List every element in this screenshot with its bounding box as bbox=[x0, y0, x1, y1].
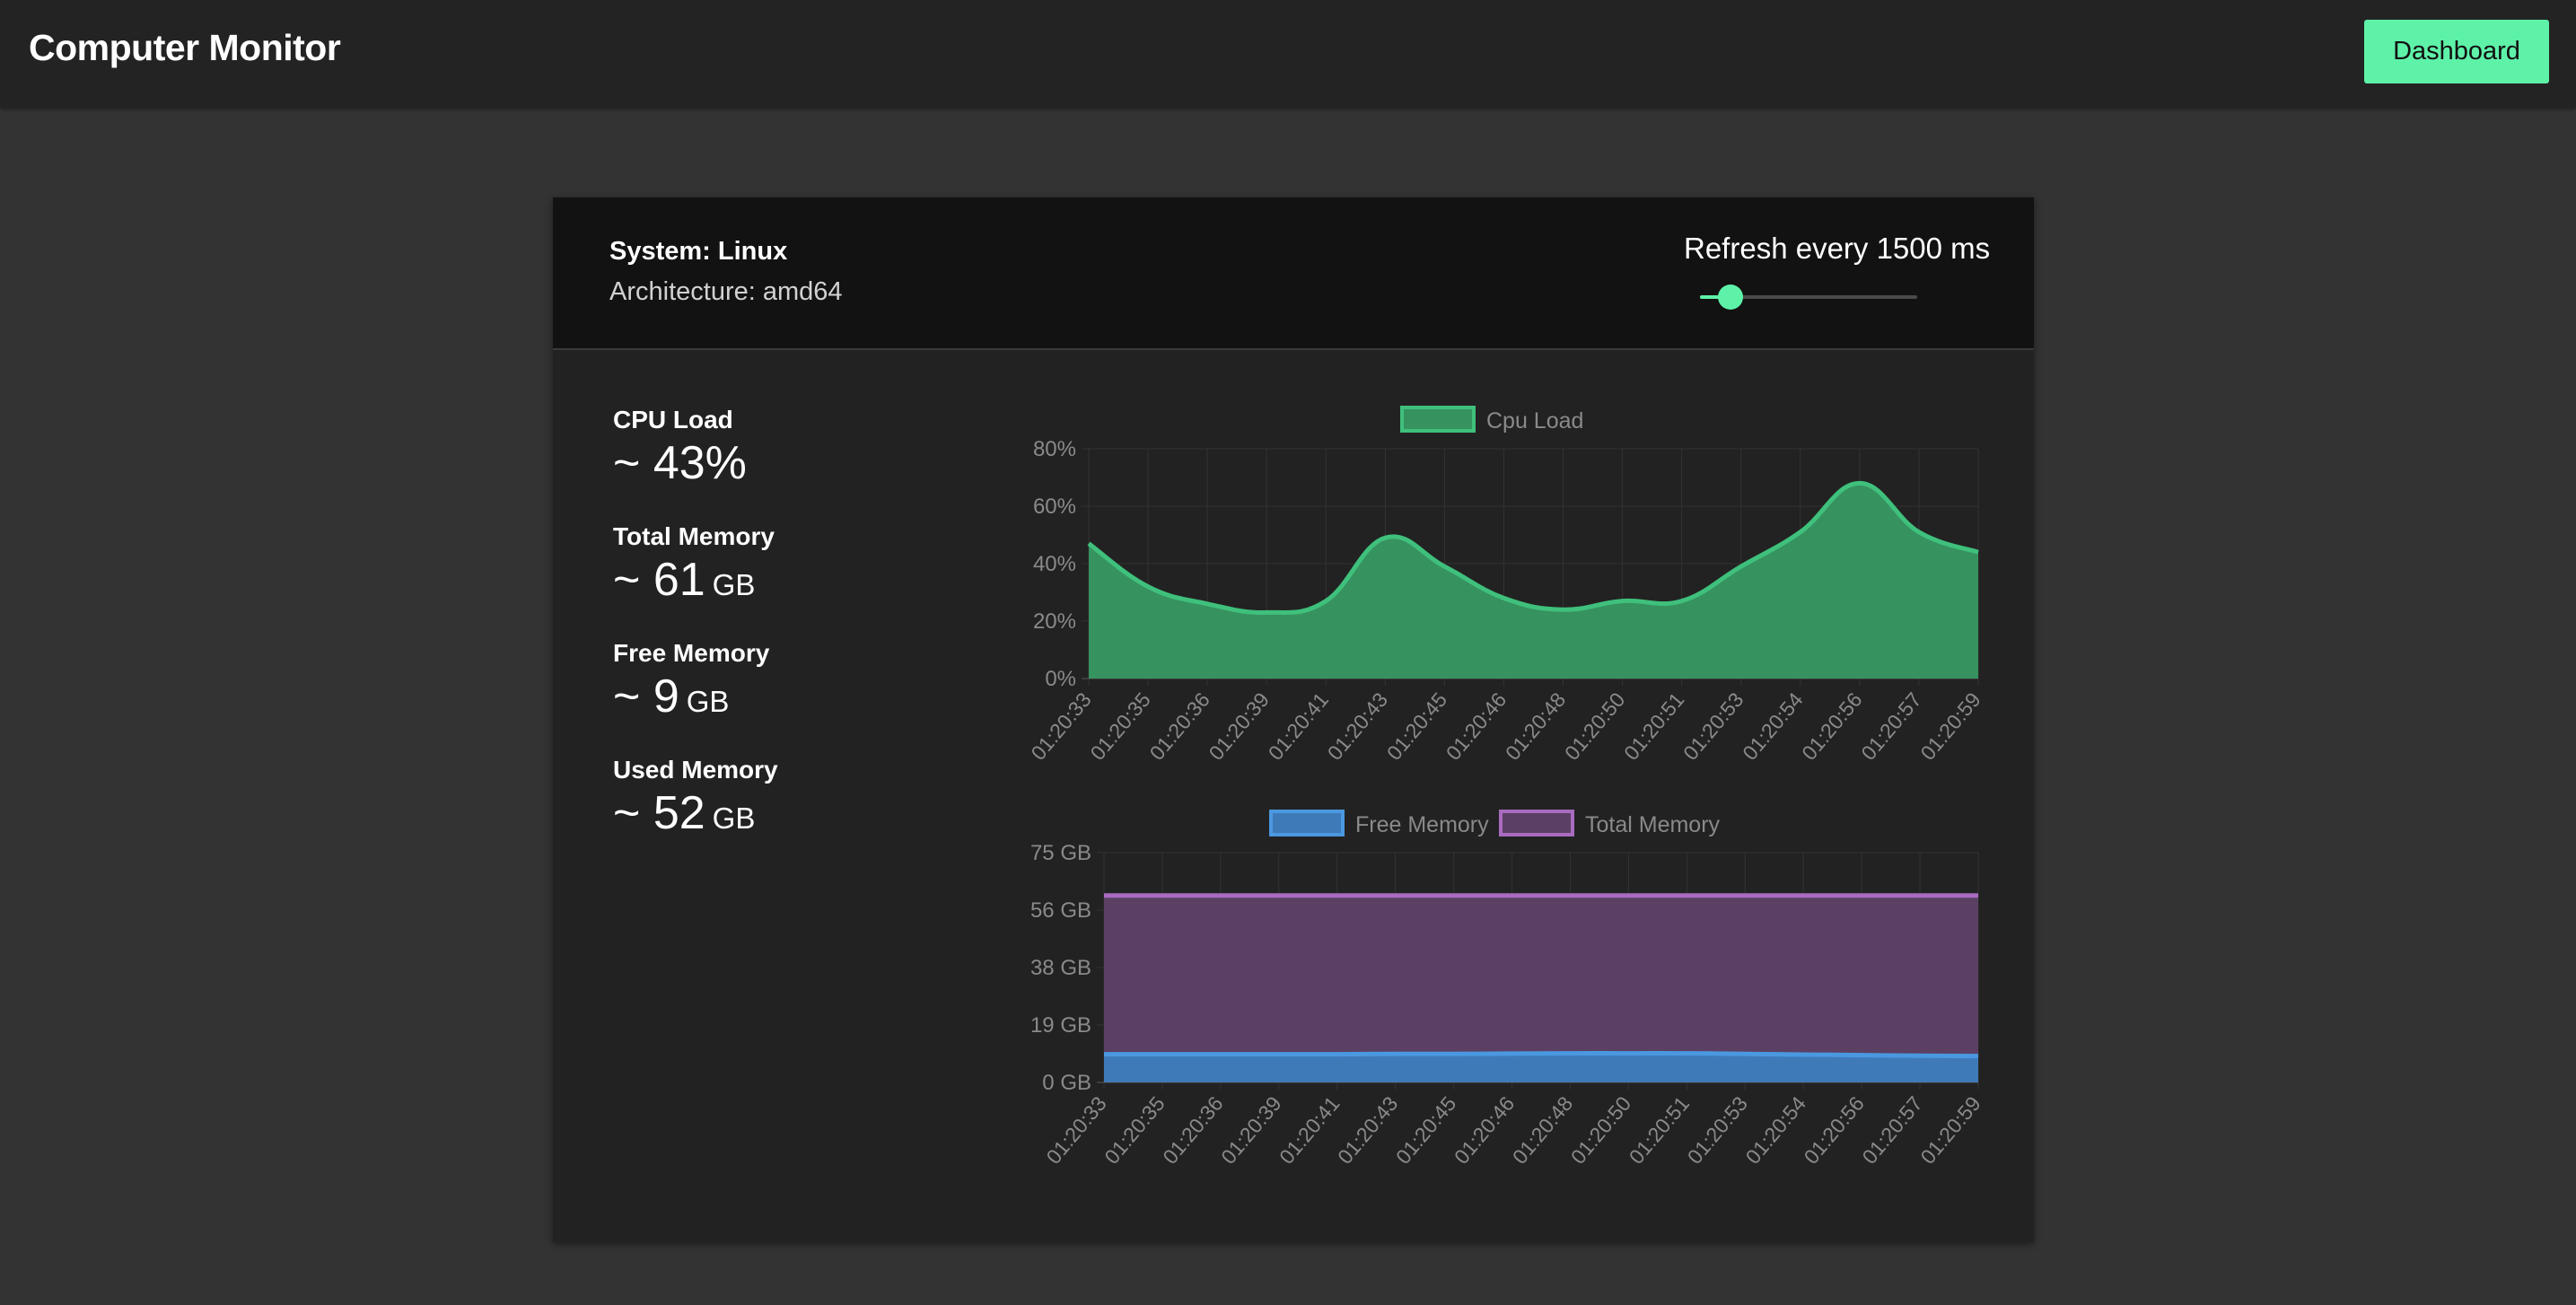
slider-fill bbox=[1700, 295, 1730, 299]
x-tick-label: 01:20:56 bbox=[1799, 1092, 1868, 1169]
series-line-free-memory bbox=[1104, 1051, 1979, 1059]
top-navbar: Computer Monitor Dashboard bbox=[0, 0, 2576, 108]
y-tick-label: 80% bbox=[1033, 437, 1076, 461]
x-tick-label: 01:20:41 bbox=[1275, 1092, 1344, 1169]
x-tick-label: 01:20:36 bbox=[1144, 688, 1214, 765]
y-tick-label: 38 GB bbox=[1030, 956, 1091, 980]
x-tick-label: 01:20:46 bbox=[1441, 688, 1511, 765]
x-tick-label: 01:20:43 bbox=[1333, 1092, 1402, 1169]
stat-total-memory: Total Memory ~ 61 GB bbox=[613, 522, 775, 607]
x-tick-label: 01:20:53 bbox=[1678, 688, 1748, 765]
x-tick-label: 01:20:56 bbox=[1797, 688, 1866, 765]
series-area-total-memory bbox=[1104, 895, 1978, 1082]
x-tick-label: 01:20:48 bbox=[1501, 688, 1570, 765]
card-header: System: Linux Architecture: amd64 Refres… bbox=[553, 197, 2034, 350]
y-tick-label: 60% bbox=[1033, 495, 1076, 519]
legend-label: Cpu Load bbox=[1486, 408, 1583, 434]
slider-track[interactable] bbox=[1700, 295, 1917, 299]
stat-cpu-load: CPU Load ~ 43% bbox=[613, 406, 747, 490]
stat-label: CPU Load bbox=[613, 406, 733, 434]
x-tick-label: 01:20:35 bbox=[1100, 1092, 1169, 1169]
x-tick-label: 01:20:57 bbox=[1856, 688, 1925, 765]
legend-label: Free Memory bbox=[1355, 812, 1489, 837]
stat-free-memory: Free Memory ~ 9 GB bbox=[613, 639, 769, 723]
x-tick-label: 01:20:39 bbox=[1205, 688, 1274, 765]
y-tick-label: 19 GB bbox=[1030, 1013, 1091, 1038]
legend-swatch bbox=[1499, 810, 1574, 836]
stat-value: ~ 43% bbox=[613, 437, 747, 489]
x-tick-label: 01:20:39 bbox=[1216, 1092, 1285, 1169]
refresh-label: Refresh every 1500 ms bbox=[1684, 232, 1991, 265]
x-tick-label: 01:20:45 bbox=[1391, 1092, 1460, 1169]
x-tick-label: 01:20:46 bbox=[1450, 1092, 1519, 1169]
stat-value: ~ 52 GB bbox=[613, 787, 756, 839]
legend-swatch bbox=[1400, 406, 1476, 433]
x-tick-label: 01:20:51 bbox=[1619, 688, 1688, 765]
cpu-chart-group: 80%60%40%20%0%01:20:3301:20:3501:20:3601… bbox=[1026, 406, 1985, 765]
legend-label: Total Memory bbox=[1585, 812, 1721, 837]
x-tick-label: 01:20:54 bbox=[1738, 688, 1808, 764]
x-tick-label: 01:20:43 bbox=[1323, 688, 1392, 765]
stat-value: ~ 9 GB bbox=[613, 670, 730, 723]
x-tick-label: 01:20:48 bbox=[1508, 1092, 1577, 1169]
x-tick-label: 01:20:54 bbox=[1741, 1091, 1811, 1168]
stat-value: ~ 61 GB bbox=[613, 554, 756, 606]
y-tick-label: 20% bbox=[1033, 609, 1076, 634]
x-tick-label: 01:20:59 bbox=[1915, 688, 1985, 765]
x-tick-label: 01:20:59 bbox=[1915, 1092, 1985, 1169]
series-area-free-memory bbox=[1104, 1053, 1978, 1082]
cpu-load-chart: 80%60%40%20%0%01:20:3301:20:3501:20:3601… bbox=[1026, 406, 1985, 1169]
x-tick-label: 01:20:35 bbox=[1085, 688, 1154, 765]
x-tick-label: 01:20:50 bbox=[1560, 688, 1629, 765]
system-name: System: Linux bbox=[609, 237, 788, 266]
x-tick-label: 01:20:53 bbox=[1683, 1092, 1752, 1169]
y-tick-label: 40% bbox=[1033, 552, 1076, 576]
x-tick-label: 01:20:33 bbox=[1026, 688, 1095, 765]
legend-swatch bbox=[1269, 810, 1345, 836]
monitor-card: System: Linux Architecture: amd64 Refres… bbox=[553, 197, 2034, 1242]
app-title: Computer Monitor bbox=[29, 27, 341, 68]
y-tick-label: 0% bbox=[1045, 667, 1076, 691]
dashboard-button[interactable]: Dashboard bbox=[2364, 20, 2549, 83]
stat-used-memory: Used Memory ~ 52 GB bbox=[613, 756, 778, 840]
slider-thumb[interactable] bbox=[1717, 285, 1743, 310]
stat-label: Used Memory bbox=[613, 756, 778, 784]
x-tick-label: 01:20:51 bbox=[1625, 1092, 1694, 1169]
memory-chart-group: 75 GB 56 GB 38 GB 19 GB 0 GB01:20:3301:20:35… bbox=[1030, 810, 1985, 1169]
x-tick-label: 01:20:41 bbox=[1264, 688, 1333, 765]
stat-label: Total Memory bbox=[613, 522, 775, 550]
x-tick-label: 01:20:50 bbox=[1566, 1092, 1635, 1169]
refresh-interval-slider[interactable] bbox=[1700, 285, 1917, 310]
series-line-cpu-load bbox=[1087, 480, 1979, 615]
x-tick-label: 01:20:33 bbox=[1041, 1092, 1110, 1169]
x-tick-label: 01:20:36 bbox=[1158, 1092, 1227, 1169]
system-architecture: Architecture: amd64 bbox=[609, 277, 843, 306]
x-tick-label: 01:20:45 bbox=[1382, 688, 1451, 765]
y-tick-label: 56 GB bbox=[1030, 898, 1091, 923]
stat-label: Free Memory bbox=[613, 639, 770, 667]
series-area-cpu-load bbox=[1089, 483, 1978, 679]
y-tick-label: 0 GB bbox=[1042, 1071, 1091, 1095]
y-tick-label: 75 GB bbox=[1030, 841, 1091, 865]
x-tick-label: 01:20:57 bbox=[1857, 1092, 1926, 1169]
